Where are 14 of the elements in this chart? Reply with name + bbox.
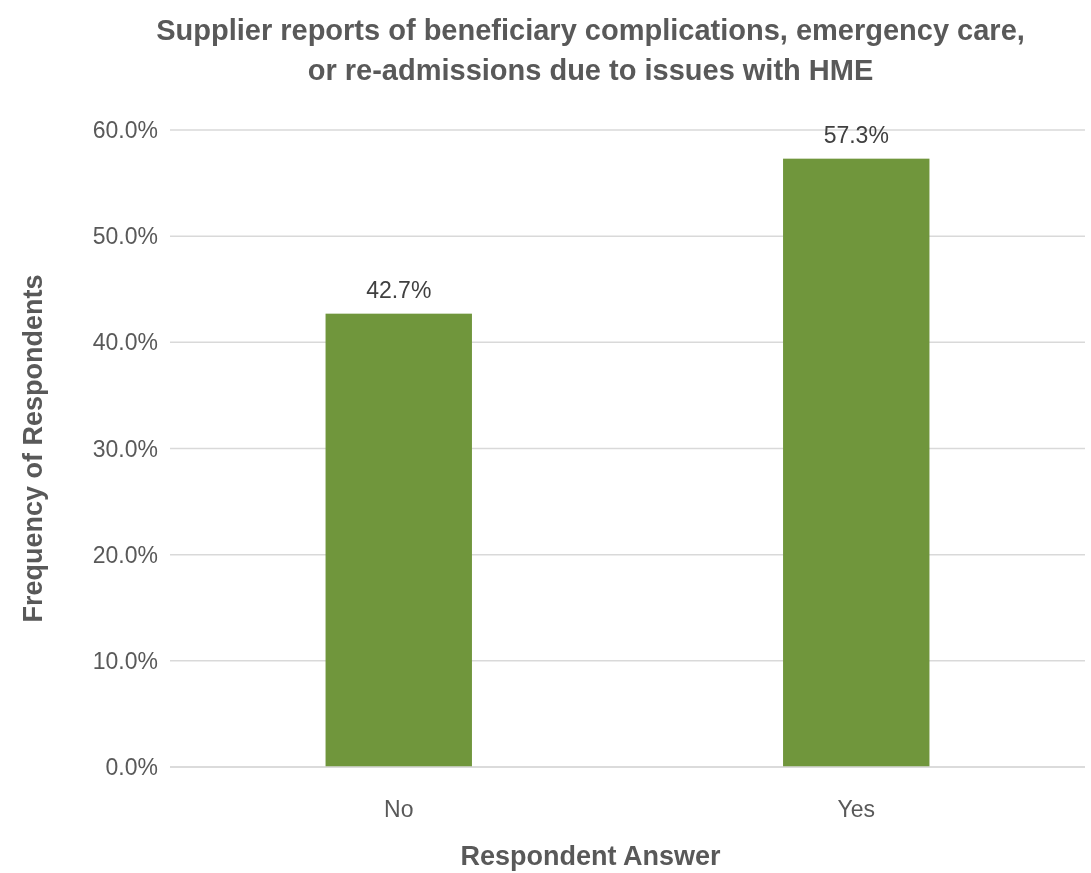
y-tick-label: 60.0%: [92, 117, 158, 144]
data-label: 42.7%: [366, 276, 432, 303]
y-tick-label: 40.0%: [92, 329, 158, 356]
x-tick-label: Yes: [837, 796, 876, 822]
y-axis-title: Frequency of Respondents: [18, 274, 48, 623]
y-tick-label: 10.0%: [92, 647, 158, 674]
y-tick-label: 50.0%: [92, 223, 158, 250]
y-tick-label: 20.0%: [92, 541, 158, 568]
y-tick-label: 30.0%: [92, 435, 158, 462]
chart-title: Supplier reports of beneficiary complications, emergency care, or re-admissions due to issues with HME: [156, 14, 1025, 86]
data-label: 57.3%: [823, 121, 889, 148]
x-axis-title: Respondent Answer: [460, 841, 721, 871]
y-tick-label: 0.0%: [105, 754, 158, 781]
x-tick-label: No: [384, 796, 414, 822]
